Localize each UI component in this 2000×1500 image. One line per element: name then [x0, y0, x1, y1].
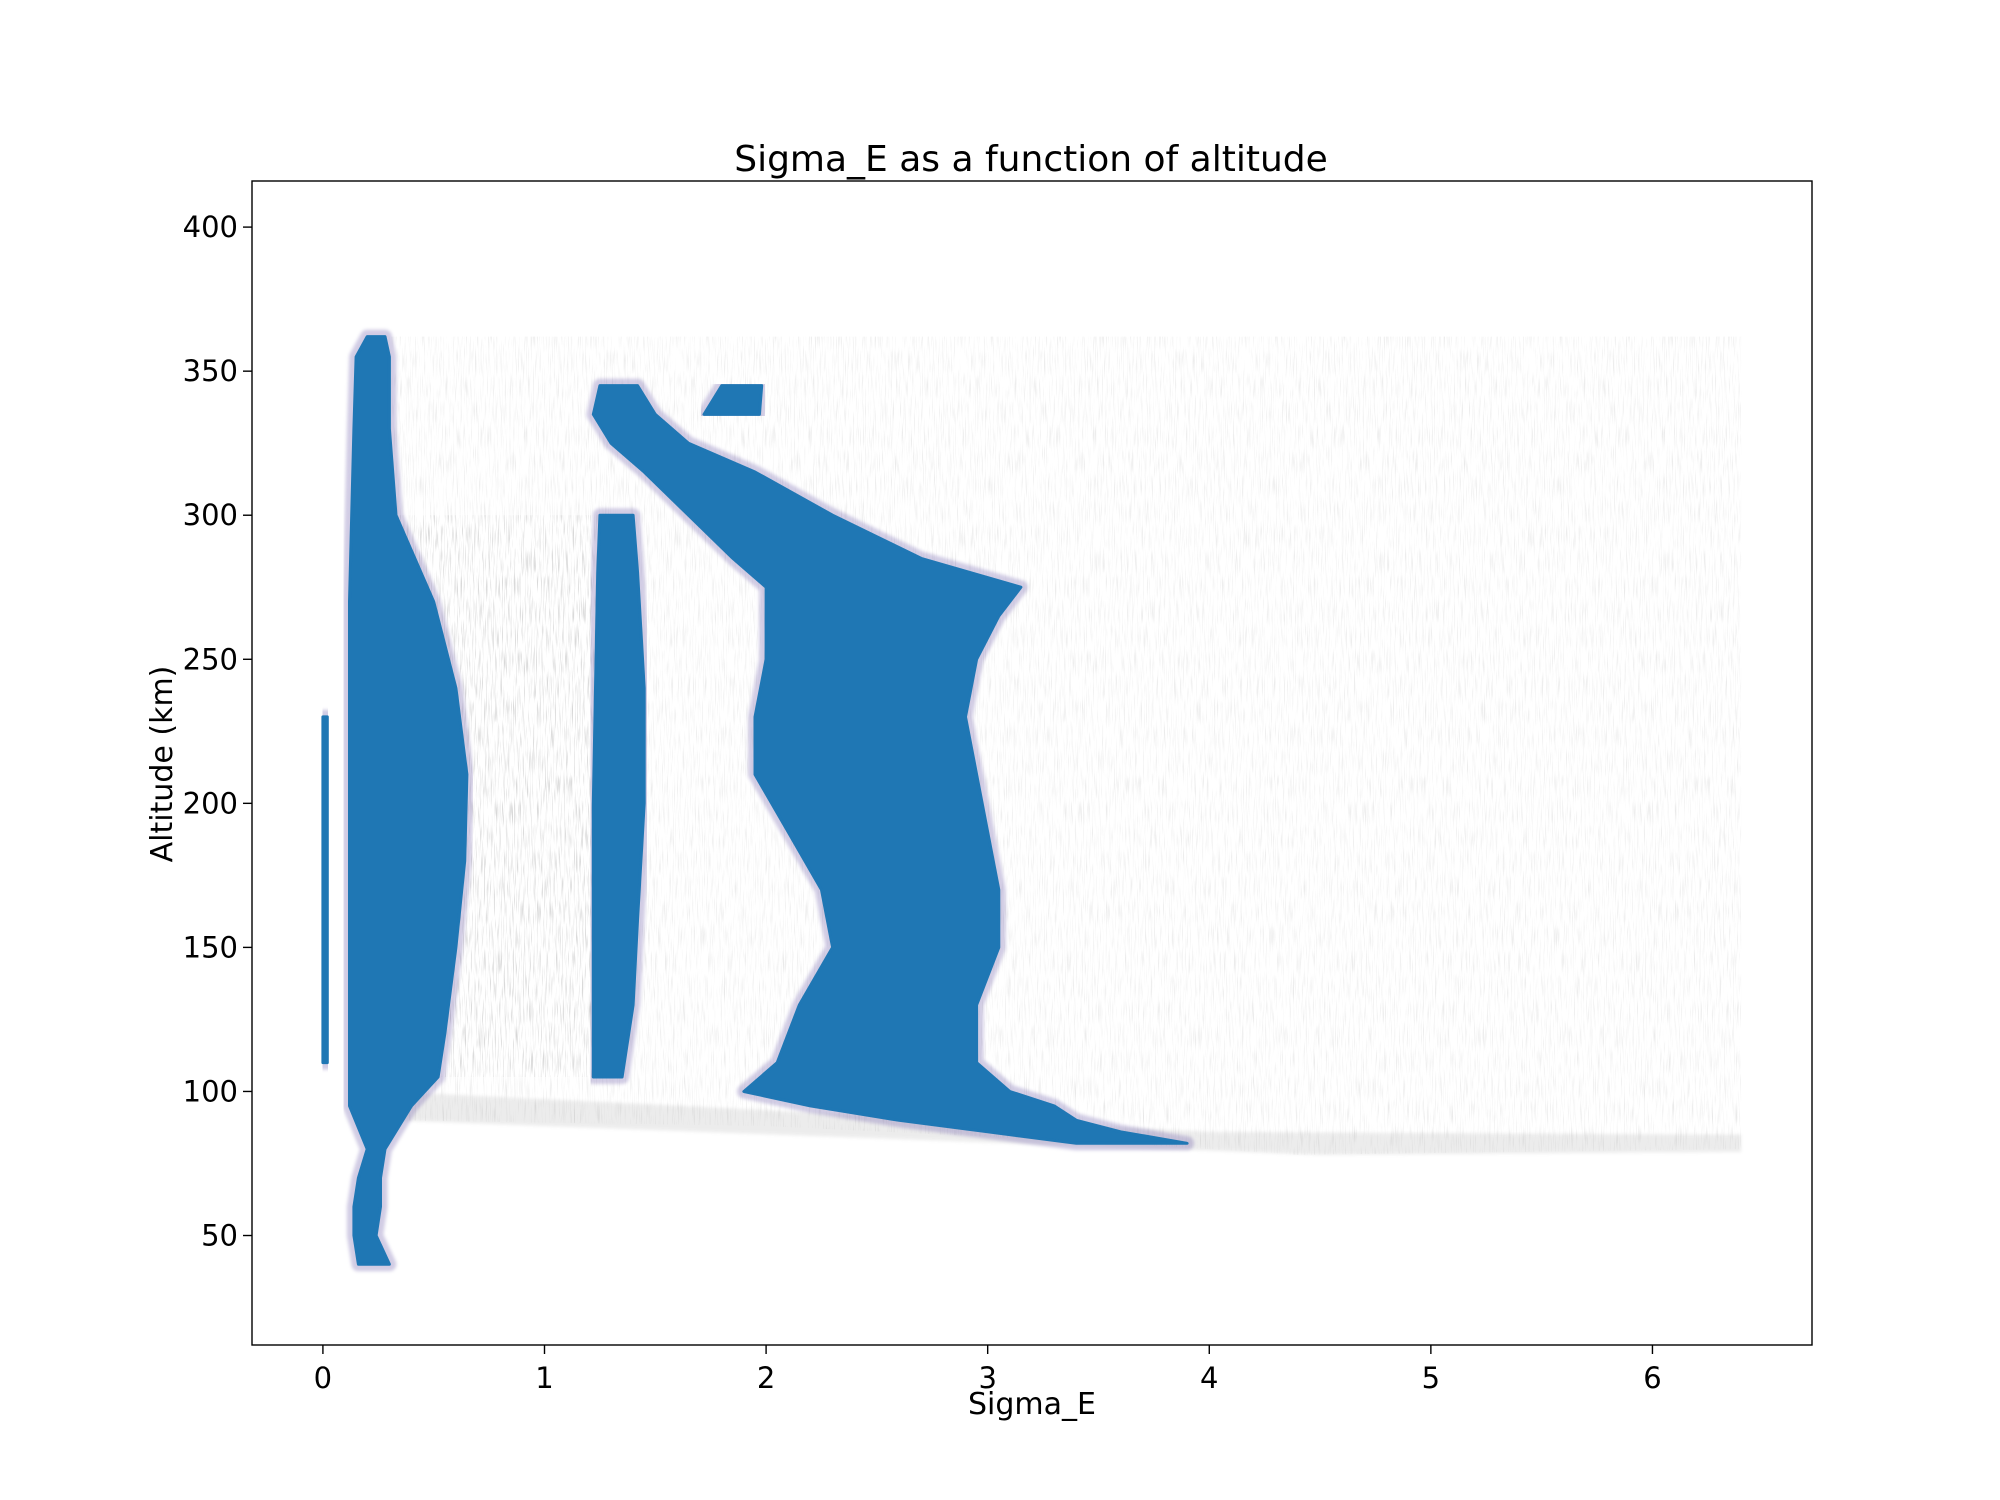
faint-points-region [389, 1091, 1742, 1155]
series-5-points [321, 715, 329, 1065]
x-axis: 0 1 2 3 4 5 6 [314, 1345, 1662, 1395]
x-tick-label: 3 [978, 1361, 996, 1395]
y-tick-label: 150 [183, 930, 238, 964]
scatter-bands [315, 329, 1195, 1272]
series-1-points [348, 335, 469, 1266]
y-tick-label: 300 [183, 498, 238, 532]
x-tick-label: 2 [757, 1361, 775, 1395]
plot-area [251, 180, 1813, 1346]
x-axis-title: Sigma_E [968, 1387, 1096, 1422]
y-tick-label: 50 [201, 1219, 238, 1253]
chart-title: Sigma_E as a function of altitude [734, 139, 1328, 180]
series-4-points [702, 384, 764, 416]
y-tick-label: 350 [183, 354, 238, 388]
series-3-points [591, 513, 646, 1079]
y-tick-label: 100 [183, 1074, 238, 1108]
y-axis-title: Altitude (km) [145, 666, 180, 863]
y-tick-label: 250 [183, 642, 238, 676]
y-axis: 50 100 150 200 250 300 350 400 [183, 210, 252, 1253]
x-tick-label: 5 [1422, 1361, 1440, 1395]
x-tick-label: 6 [1643, 1361, 1661, 1395]
series-2-points [591, 384, 1189, 1145]
x-tick-label: 0 [314, 1361, 332, 1395]
y-tick-label: 400 [183, 210, 238, 244]
y-tick-label: 200 [183, 786, 238, 820]
x-tick-label: 1 [535, 1361, 553, 1395]
x-tick-label: 4 [1200, 1361, 1218, 1395]
